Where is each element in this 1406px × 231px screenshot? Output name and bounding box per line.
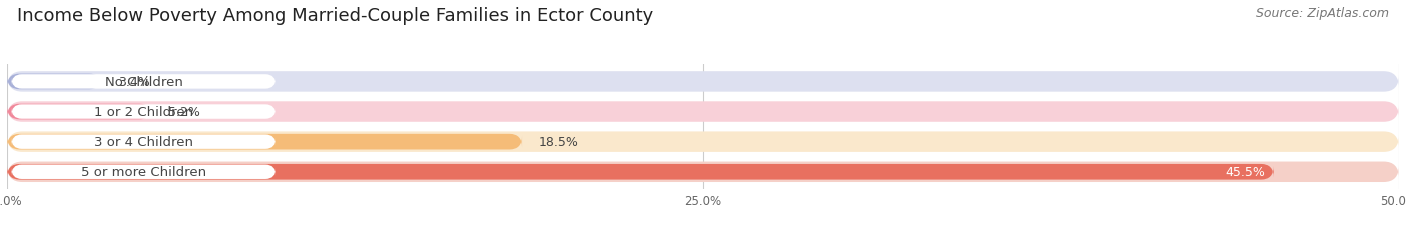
FancyBboxPatch shape	[11, 75, 276, 89]
FancyBboxPatch shape	[11, 135, 276, 149]
FancyBboxPatch shape	[7, 104, 152, 120]
Text: 1 or 2 Children: 1 or 2 Children	[94, 106, 193, 119]
Text: 5 or more Children: 5 or more Children	[82, 166, 207, 179]
FancyBboxPatch shape	[7, 162, 1399, 182]
Text: 5.2%: 5.2%	[169, 106, 201, 119]
FancyBboxPatch shape	[11, 165, 276, 179]
Text: 3.4%: 3.4%	[118, 76, 150, 88]
Text: Source: ZipAtlas.com: Source: ZipAtlas.com	[1256, 7, 1389, 20]
Text: 45.5%: 45.5%	[1226, 166, 1265, 179]
Text: Income Below Poverty Among Married-Couple Families in Ector County: Income Below Poverty Among Married-Coupl…	[17, 7, 654, 25]
FancyBboxPatch shape	[11, 105, 276, 119]
FancyBboxPatch shape	[7, 74, 101, 90]
FancyBboxPatch shape	[7, 132, 1399, 152]
FancyBboxPatch shape	[7, 164, 1274, 180]
Text: 18.5%: 18.5%	[538, 136, 579, 149]
Text: 3 or 4 Children: 3 or 4 Children	[94, 136, 193, 149]
FancyBboxPatch shape	[7, 134, 522, 150]
FancyBboxPatch shape	[7, 102, 1399, 122]
Text: No Children: No Children	[104, 76, 183, 88]
FancyBboxPatch shape	[7, 72, 1399, 92]
